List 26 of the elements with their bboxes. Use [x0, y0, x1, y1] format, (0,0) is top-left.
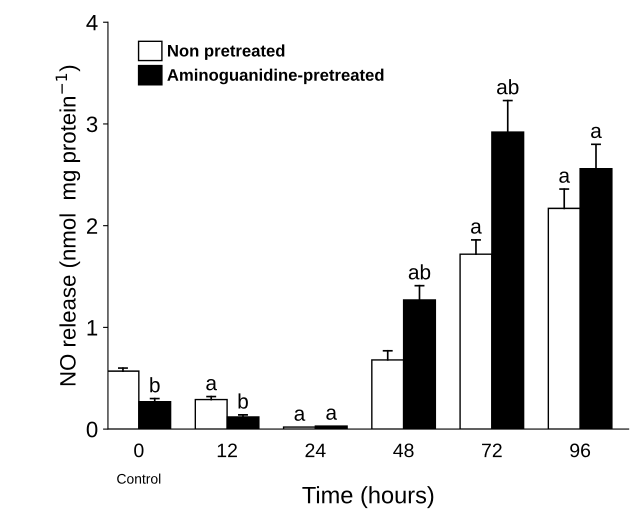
data-label: a: [591, 126, 602, 138]
legend-label: Aminoguanidine-pretreated: [167, 68, 384, 84]
data-label: ab: [408, 264, 430, 280]
text: Control: [117, 474, 160, 484]
y-tick-label: 0: [86, 422, 98, 438]
data-label: a: [326, 408, 338, 420]
y-axis-title: NO release (nmol mg protein$^{−1}$): [56, 66, 80, 386]
data-label: b: [238, 393, 248, 409]
data-label: ab: [497, 79, 518, 94]
x-tick-label: 0: [134, 444, 144, 458]
y-tick-label: 2: [86, 218, 98, 234]
data-label: a: [471, 222, 482, 234]
x-tick-label: 96: [570, 444, 590, 458]
legend-label: Non pretreated: [168, 44, 284, 60]
y-tick-label: 4: [86, 14, 98, 30]
x-axis-title: Time (hours): [302, 486, 434, 508]
x-tick-label: 72: [482, 444, 502, 458]
x-tick-label: 48: [393, 444, 414, 458]
y-tick-label: 3: [86, 116, 98, 132]
data-label: b: [150, 377, 160, 392]
x-tick-label: 12: [218, 444, 237, 458]
y-tick-label: 1: [88, 320, 98, 336]
x-tick-label: 24: [306, 444, 326, 458]
data-label: a: [294, 410, 306, 421]
data-label: a: [559, 171, 570, 183]
data-label: a: [206, 378, 217, 390]
